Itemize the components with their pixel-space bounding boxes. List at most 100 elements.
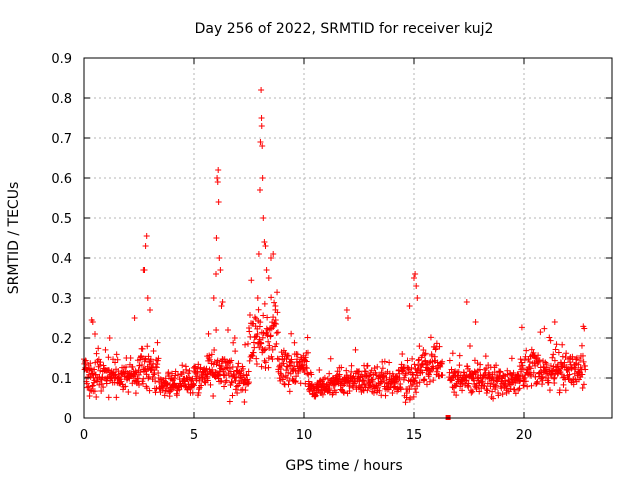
data-point xyxy=(207,381,214,388)
data-point xyxy=(93,350,100,357)
data-point xyxy=(537,329,544,336)
data-point-peak xyxy=(213,235,220,241)
data-point xyxy=(241,399,248,405)
data-point-peak xyxy=(262,243,269,249)
data-point xyxy=(217,371,224,378)
data-point xyxy=(138,353,145,360)
data-point-peak xyxy=(272,303,279,309)
data-point xyxy=(239,386,246,393)
data-point xyxy=(273,340,280,347)
data-point xyxy=(208,351,215,358)
data-point xyxy=(210,393,217,400)
data-point xyxy=(530,349,537,356)
data-point xyxy=(382,392,389,399)
data-point xyxy=(277,377,284,384)
data-point xyxy=(95,345,102,352)
data-point xyxy=(271,320,278,327)
data-point xyxy=(377,379,384,386)
data-point-peak xyxy=(217,267,224,273)
data-point xyxy=(404,357,411,364)
data-point xyxy=(546,334,553,341)
data-point xyxy=(568,365,575,372)
data-point xyxy=(135,371,142,378)
data-point-peak xyxy=(406,303,413,309)
data-point xyxy=(402,372,409,379)
data-point xyxy=(562,387,569,394)
data-point xyxy=(97,359,104,366)
data-point xyxy=(350,384,357,391)
data-point xyxy=(530,369,537,376)
data-point xyxy=(260,312,267,319)
data-point xyxy=(477,361,484,368)
data-point-peak xyxy=(259,143,266,149)
data-point xyxy=(421,376,428,383)
data-point xyxy=(493,362,500,369)
data-point xyxy=(165,369,172,376)
data-point xyxy=(231,335,238,341)
data-point xyxy=(468,389,475,396)
data-point xyxy=(226,398,233,405)
data-point xyxy=(518,359,525,366)
data-point xyxy=(262,359,269,366)
data-point xyxy=(203,365,210,372)
data-point xyxy=(179,362,186,369)
data-point xyxy=(255,306,262,313)
data-point xyxy=(326,370,333,377)
data-point xyxy=(262,346,269,353)
data-point xyxy=(462,382,469,389)
data-point-peak xyxy=(254,295,261,301)
data-point xyxy=(528,346,535,353)
data-point xyxy=(303,365,310,372)
data-point xyxy=(276,375,283,382)
data-point xyxy=(137,369,144,376)
data-point xyxy=(426,378,433,385)
data-point xyxy=(370,389,377,396)
x-axis-label: GPS time / hours xyxy=(285,458,402,474)
data-point xyxy=(186,367,193,374)
chart-title: Day 256 of 2022, SRMTID for receiver kuj… xyxy=(195,21,494,37)
data-point xyxy=(360,377,367,384)
data-point xyxy=(234,390,241,397)
data-point-peak xyxy=(258,123,265,129)
data-point xyxy=(408,364,415,371)
data-point xyxy=(118,378,125,385)
data-point xyxy=(407,395,414,402)
data-point xyxy=(132,390,139,397)
data-point xyxy=(191,382,197,389)
data-point xyxy=(312,392,319,399)
data-point xyxy=(356,368,363,375)
data-point xyxy=(226,365,233,372)
data-point xyxy=(253,360,260,367)
data-point xyxy=(559,353,566,360)
data-point xyxy=(224,327,231,333)
data-point xyxy=(420,346,427,353)
data-point xyxy=(211,346,218,353)
data-point xyxy=(259,334,266,341)
data-point xyxy=(223,377,230,384)
data-point-peak xyxy=(343,307,350,313)
data-point xyxy=(92,371,99,378)
data-point xyxy=(541,325,548,332)
data-point xyxy=(269,346,276,353)
data-point xyxy=(114,375,121,382)
data-point xyxy=(261,357,268,364)
data-point xyxy=(414,383,421,390)
data-point xyxy=(218,377,225,384)
data-point xyxy=(539,381,546,388)
data-point xyxy=(129,364,136,371)
data-point xyxy=(308,371,315,378)
data-point xyxy=(288,359,295,366)
data-point-peak xyxy=(413,283,420,289)
data-point xyxy=(201,378,208,385)
data-point xyxy=(258,340,265,347)
data-point xyxy=(112,371,119,378)
data-point xyxy=(246,379,252,386)
data-point xyxy=(526,359,533,366)
data-point xyxy=(579,385,586,392)
data-point-peak xyxy=(263,267,270,273)
data-point xyxy=(302,354,309,361)
data-point xyxy=(268,294,275,301)
data-point xyxy=(96,361,103,368)
data-point xyxy=(521,357,528,364)
data-point xyxy=(439,372,446,379)
